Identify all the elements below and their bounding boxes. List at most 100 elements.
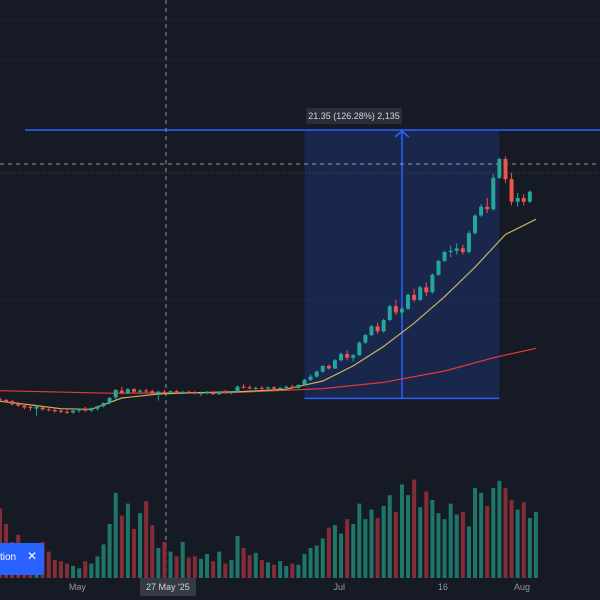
volume-bar [95,556,100,578]
candle-body [320,365,325,372]
candle-body [302,379,307,385]
volume-bar [533,512,538,578]
candle-body [107,398,112,403]
candle-body [466,233,471,253]
candle-body [406,294,411,309]
volume-bar [272,564,277,578]
volume-bar [448,503,453,578]
candle-body [339,353,344,361]
time-axis-tick-label: 16 [437,582,448,592]
candle-body [479,206,484,216]
volume-bar [387,495,392,578]
candle-body [399,308,404,313]
volume-bar [253,552,258,578]
volume-bar [113,492,118,578]
candle-body [442,252,447,261]
volume-bar [436,513,441,578]
candle-body [363,335,368,343]
candle-body [369,326,374,336]
volume-bar [393,512,398,578]
volume-bar [479,492,484,578]
volume-bar [442,519,447,578]
candle-body [95,406,100,409]
volume-bar [223,563,228,578]
candle-body [77,408,82,411]
candle-body [308,376,313,380]
candle-body [284,386,289,388]
candle-body [351,355,356,358]
volume-bar [515,509,520,578]
volume-bar [101,544,106,578]
volume-bar [211,561,216,578]
candle-body [64,411,69,413]
volume-bar [424,491,429,578]
candle-body [473,215,478,234]
volume-bar [473,488,478,578]
volume-bar [77,568,82,578]
candle-body [345,353,350,358]
candle-body [119,390,124,393]
candle-body [515,197,520,202]
candle-body [503,158,508,180]
volume-bar [339,533,344,578]
candle-body [156,391,161,394]
volume-bar [278,561,283,578]
candle-body [180,391,185,393]
candle-body [217,391,222,395]
candle-body [10,401,15,405]
volume-bar [156,548,161,578]
candle-body [4,399,9,402]
volume-bar [302,554,307,578]
volume-bar [406,495,411,578]
candle-body [436,260,441,275]
candle-body [357,342,362,356]
volume-bar [58,561,63,578]
candle-body [89,408,94,411]
candle-body [247,387,252,389]
volume-bar [497,480,502,578]
close-icon[interactable]: ✕ [27,549,38,563]
candle-body [83,408,88,411]
candle-body [162,391,167,393]
candle-body [454,248,459,251]
volume-bar [460,512,465,578]
candle-body [497,158,502,178]
volume-bar [217,551,222,578]
candle-body [71,410,76,413]
volume-bar [241,548,246,578]
candle-body [332,360,337,369]
volume-bar [150,525,155,578]
candle-body [387,306,392,321]
volume-bar [454,514,459,578]
volume-bar [89,563,94,578]
candle-body [424,287,429,293]
candle-body [259,387,264,389]
candle-body [418,287,423,300]
candle-body [46,409,51,411]
volume-bar [162,542,167,578]
time-axis-tick-label: May [68,582,86,592]
candle-body [314,371,319,377]
candle-body [52,409,57,412]
volume-bar [491,488,496,578]
toast-text: tion [0,552,17,563]
candle-body [0,399,2,401]
volume-bar [527,518,532,578]
candle-body [16,403,21,406]
volume-bar [119,515,124,578]
candle-body [326,365,331,369]
volume-bar [71,566,76,578]
volume-bar [332,525,337,578]
volume-bar [320,538,325,578]
measure-result-label: 21.35 (126.28%) 2,135 [306,108,402,124]
notification-toast[interactable]: tion ✕ [0,543,44,575]
candle-body [265,387,270,389]
volume-bar [412,479,417,578]
volume-bar [265,562,270,578]
volume-bar [168,551,173,578]
volume-bar [485,506,490,578]
candle-body [253,387,258,389]
volume-bar [174,556,179,578]
